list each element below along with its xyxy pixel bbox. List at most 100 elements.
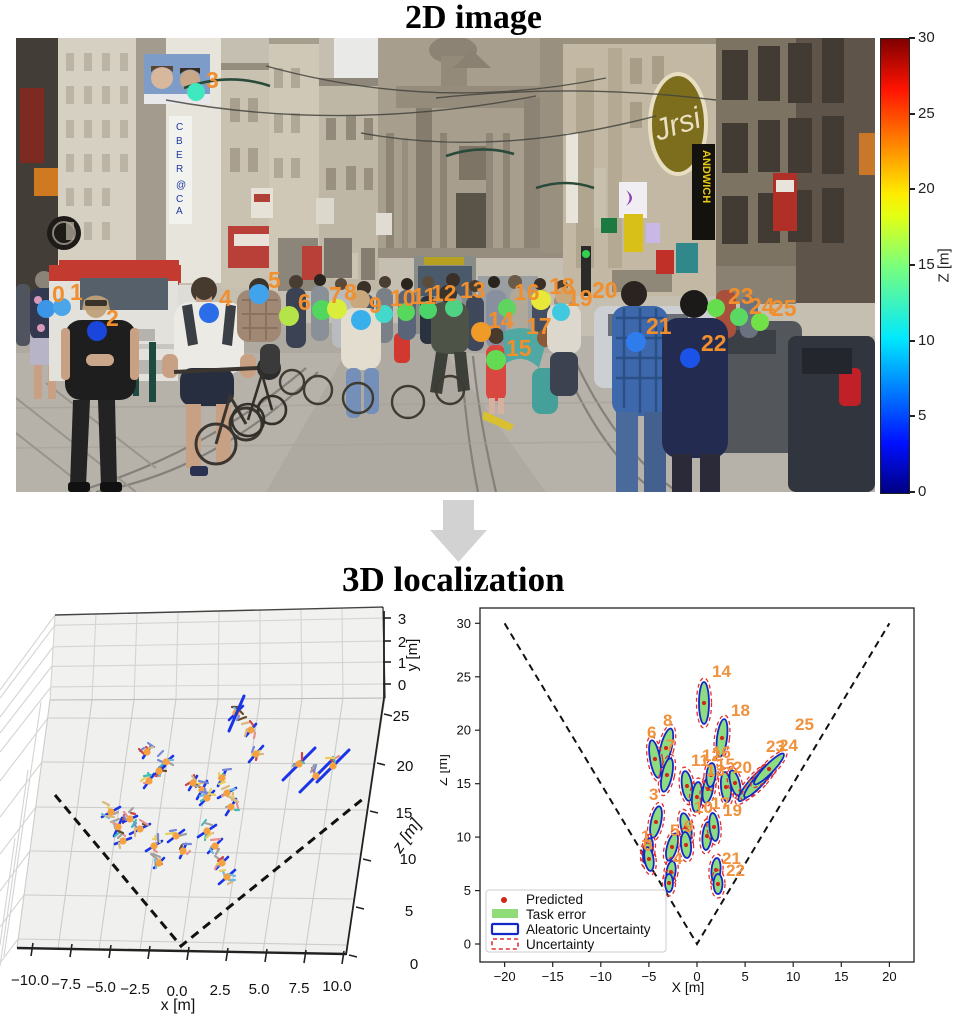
svg-text:10: 10 xyxy=(457,830,471,845)
svg-text:20: 20 xyxy=(733,758,752,777)
svg-text:x [m]: x [m] xyxy=(161,997,196,1014)
svg-text:24: 24 xyxy=(749,293,775,319)
svg-text:10: 10 xyxy=(390,285,416,311)
svg-text:10: 10 xyxy=(400,851,417,868)
svg-text:8: 8 xyxy=(663,711,672,730)
svg-text:−2.5: −2.5 xyxy=(120,981,150,998)
svg-text:1: 1 xyxy=(70,279,83,305)
svg-text:−7.5: −7.5 xyxy=(51,976,81,993)
svg-text:0: 0 xyxy=(693,969,700,984)
svg-text:15: 15 xyxy=(457,776,471,791)
svg-text:−15: −15 xyxy=(542,969,564,984)
svg-text:25: 25 xyxy=(771,295,797,321)
svg-text:z [m]: z [m] xyxy=(388,814,426,857)
svg-text:11: 11 xyxy=(691,751,709,770)
svg-text:6: 6 xyxy=(298,289,311,315)
svg-text:5.0: 5.0 xyxy=(249,981,270,998)
svg-text:21: 21 xyxy=(722,849,741,868)
svg-text:E: E xyxy=(176,150,183,161)
svg-text:C: C xyxy=(176,122,183,133)
svg-text:10: 10 xyxy=(786,969,800,984)
svg-text:8: 8 xyxy=(344,279,357,305)
svg-text:22: 22 xyxy=(701,330,727,356)
svg-text:21: 21 xyxy=(646,313,672,339)
svg-text:@: @ xyxy=(176,180,186,191)
svg-text:9: 9 xyxy=(369,292,382,318)
svg-text:12: 12 xyxy=(431,280,457,306)
svg-text:5: 5 xyxy=(670,821,679,840)
svg-text:5: 5 xyxy=(268,267,281,293)
svg-text:R: R xyxy=(176,164,183,175)
svg-text:−10.0: −10.0 xyxy=(11,972,49,989)
svg-text:X [m]: X [m] xyxy=(672,979,705,995)
svg-text:10: 10 xyxy=(694,798,713,817)
svg-text:0: 0 xyxy=(398,677,406,694)
svg-text:14: 14 xyxy=(488,307,514,333)
svg-text:C: C xyxy=(176,194,183,205)
svg-text:19: 19 xyxy=(567,285,593,311)
svg-text:12: 12 xyxy=(702,746,721,765)
svg-text:Aleatoric Uncertainty: Aleatoric Uncertainty xyxy=(526,922,651,937)
svg-text:16: 16 xyxy=(514,279,540,305)
svg-text:Predicted: Predicted xyxy=(526,892,583,907)
svg-text:17: 17 xyxy=(526,313,552,339)
svg-text:y [m]: y [m] xyxy=(404,639,421,672)
svg-text:30: 30 xyxy=(457,616,471,631)
svg-text:A: A xyxy=(176,206,183,217)
svg-text:24: 24 xyxy=(779,736,798,755)
svg-text:25: 25 xyxy=(795,715,814,734)
svg-text:3: 3 xyxy=(649,785,658,804)
svg-text:15: 15 xyxy=(396,805,413,822)
svg-text:2.5: 2.5 xyxy=(210,982,231,999)
svg-text:3: 3 xyxy=(398,611,406,628)
svg-text:23: 23 xyxy=(728,283,754,309)
svg-text:10.0: 10.0 xyxy=(322,978,351,995)
svg-text:17: 17 xyxy=(711,794,730,813)
svg-text:18: 18 xyxy=(549,273,575,299)
svg-text:20: 20 xyxy=(592,277,618,303)
svg-text:15: 15 xyxy=(834,969,848,984)
svg-text:5: 5 xyxy=(741,969,748,984)
svg-text:Z [m]: Z [m] xyxy=(440,754,450,786)
svg-text:25: 25 xyxy=(457,669,471,684)
svg-text:5: 5 xyxy=(405,903,413,920)
svg-text:6: 6 xyxy=(647,723,656,742)
svg-text:5: 5 xyxy=(464,883,471,898)
svg-text:0: 0 xyxy=(643,836,652,855)
svg-text:20: 20 xyxy=(882,969,896,984)
svg-text:15: 15 xyxy=(716,755,735,774)
svg-text:0: 0 xyxy=(410,956,418,973)
svg-text:−20: −20 xyxy=(494,969,516,984)
svg-text:14: 14 xyxy=(712,662,731,681)
svg-text:−10: −10 xyxy=(590,969,612,984)
svg-text:2: 2 xyxy=(106,305,119,331)
svg-text:13: 13 xyxy=(460,277,486,303)
svg-text:25: 25 xyxy=(393,708,410,725)
svg-text:0: 0 xyxy=(464,937,471,952)
svg-text:Task error: Task error xyxy=(526,907,587,922)
svg-text:13: 13 xyxy=(706,761,725,780)
svg-text:7.5: 7.5 xyxy=(289,980,310,997)
svg-text:22: 22 xyxy=(726,861,745,880)
svg-text:7: 7 xyxy=(329,282,342,308)
svg-text:11: 11 xyxy=(412,283,437,309)
svg-text:20: 20 xyxy=(457,723,471,738)
svg-text:1: 1 xyxy=(398,655,406,672)
svg-text:1: 1 xyxy=(641,827,650,846)
svg-text:4: 4 xyxy=(219,285,232,311)
svg-text:18: 18 xyxy=(731,701,750,720)
svg-text:7: 7 xyxy=(666,736,675,755)
svg-text:19: 19 xyxy=(723,801,742,820)
svg-text:15: 15 xyxy=(506,335,532,361)
svg-text:B: B xyxy=(176,136,183,147)
svg-text:23: 23 xyxy=(766,737,785,756)
svg-text:16: 16 xyxy=(712,743,731,762)
svg-text:Uncertainty: Uncertainty xyxy=(526,937,595,952)
svg-text:−5: −5 xyxy=(641,969,656,984)
svg-text:3: 3 xyxy=(206,67,219,93)
svg-text:0.0: 0.0 xyxy=(167,983,188,1000)
svg-text:9: 9 xyxy=(684,817,693,836)
svg-text:4: 4 xyxy=(673,849,683,868)
svg-text:−5.0: −5.0 xyxy=(86,979,116,996)
svg-text:20: 20 xyxy=(397,758,414,775)
